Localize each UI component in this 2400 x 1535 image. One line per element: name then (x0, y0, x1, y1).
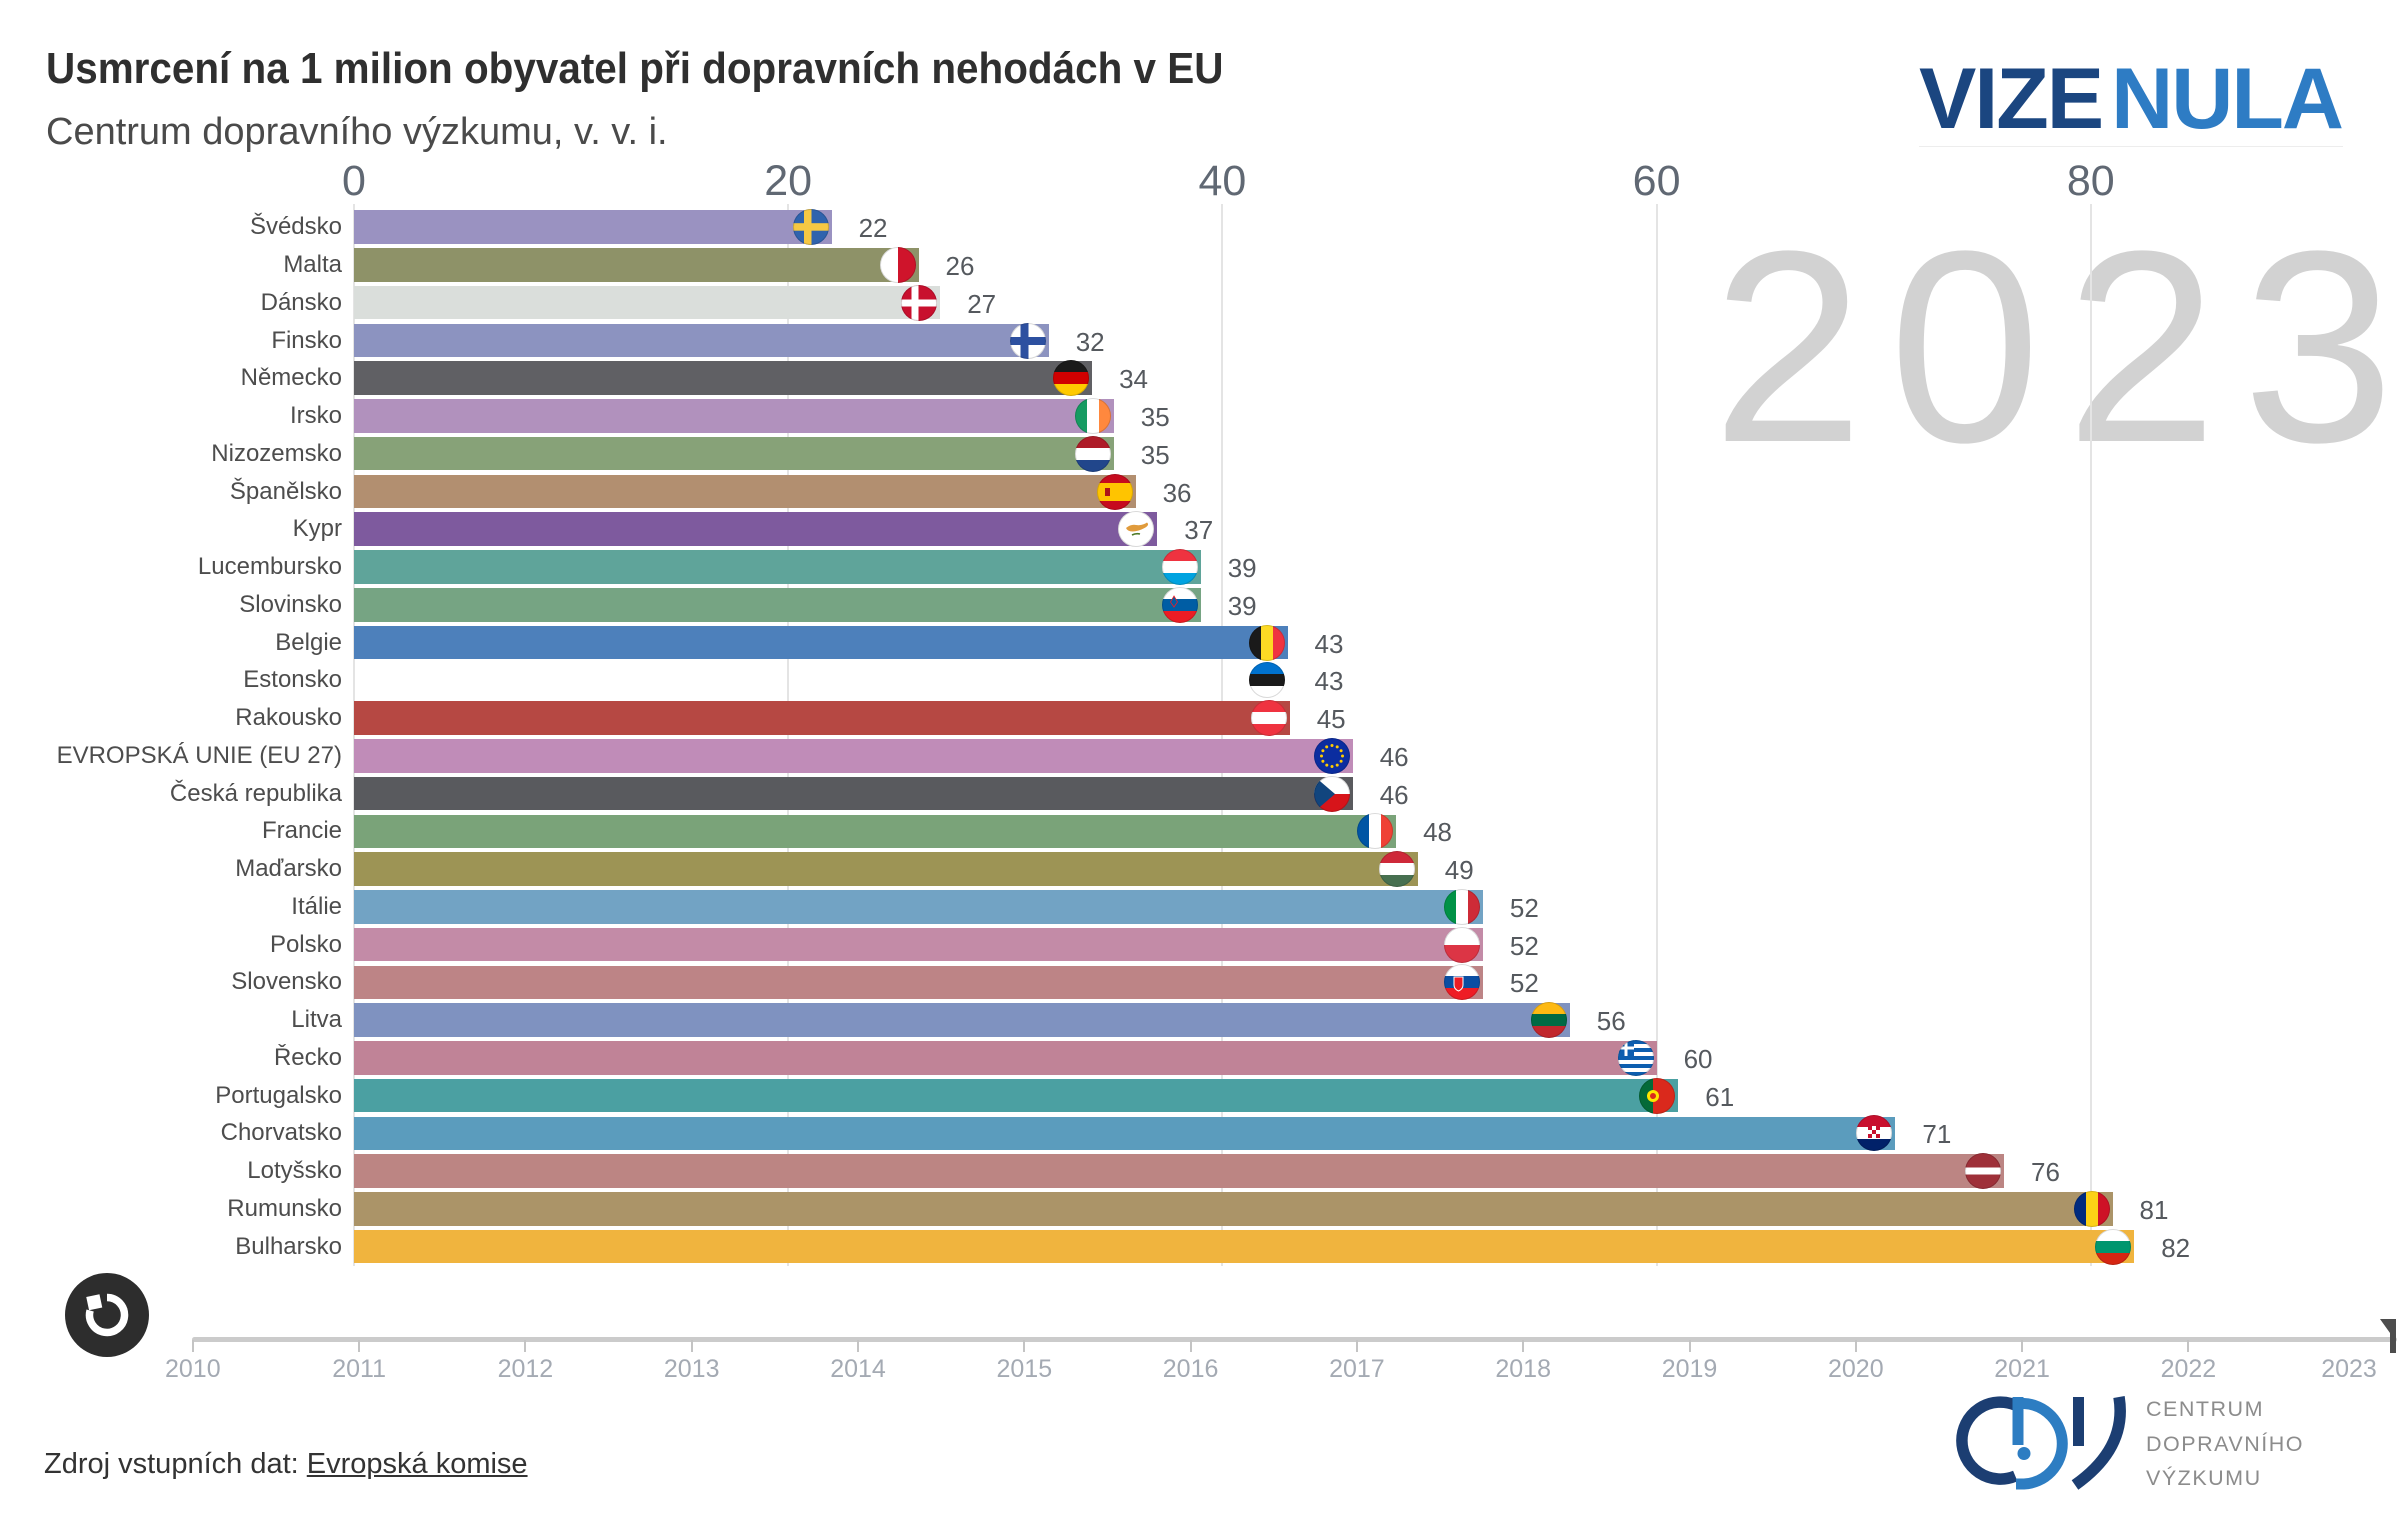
svg-text:DOPRAVNÍHO: DOPRAVNÍHO (2146, 1431, 2304, 1456)
svg-text:CENTRUM: CENTRUM (2146, 1397, 2264, 1421)
svg-text:VÝZKUMU: VÝZKUMU (2146, 1465, 2262, 1490)
